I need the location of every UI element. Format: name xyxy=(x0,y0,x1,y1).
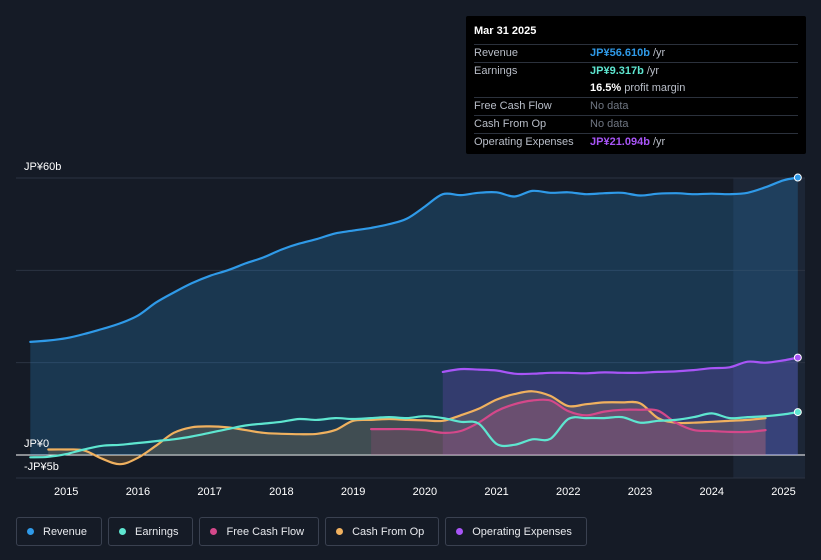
tooltip-value: JP¥9.317b xyxy=(590,65,644,77)
tooltip-label xyxy=(474,80,590,97)
cash-from-op-line xyxy=(47,390,767,466)
legend-item-free-cash-flow[interactable]: Free Cash Flow xyxy=(199,517,320,546)
tooltip-row-operating-expenses: Operating Expenses JP¥21.094b /yr xyxy=(474,134,798,151)
y-axis-zero-label: JP¥0 xyxy=(24,438,49,450)
earnings-end-marker xyxy=(793,408,802,417)
end-markers xyxy=(793,173,802,417)
x-tick-label: 2025 xyxy=(771,486,795,498)
tooltip-value: 16.5% xyxy=(590,82,622,94)
cash-from-op-area xyxy=(48,391,766,465)
legend-dot-icon xyxy=(336,528,344,535)
legend-item-operating-expenses[interactable]: Operating Expenses xyxy=(445,517,587,546)
operating-expenses-end-marker xyxy=(793,353,802,362)
operating-expenses-line xyxy=(441,356,799,376)
series-areas xyxy=(30,177,798,465)
tooltip-row-free-cash-flow: Free Cash Flow No data xyxy=(474,98,798,116)
earnings-line xyxy=(29,411,799,459)
tooltip-label: Free Cash Flow xyxy=(474,100,552,112)
x-axis-ticks: 2015 2016 2017 2018 2019 2020 2021 2022 2023 2024… xyxy=(54,486,796,498)
tooltip-value: JP¥56.610b xyxy=(590,47,650,59)
tooltip-row-revenue: Revenue JP¥56.610b /yr xyxy=(474,45,798,63)
legend-dot-icon xyxy=(210,528,218,535)
tooltip-value: No data xyxy=(590,118,629,130)
x-tick-label: 2023 xyxy=(628,486,652,498)
tooltip-label: Earnings xyxy=(474,65,518,77)
data-tooltip: Mar 31 2025 Revenue JP¥56.610b /yr Earni… xyxy=(466,16,806,154)
tooltip-label: Revenue xyxy=(474,47,519,59)
legend-dot-icon xyxy=(456,528,464,535)
revenue-end-marker xyxy=(793,173,802,182)
legend-dot-icon xyxy=(119,528,127,535)
tooltip-unit: /yr xyxy=(652,47,666,59)
free-cash-flow-line xyxy=(370,398,767,434)
gridlines xyxy=(16,177,805,479)
series-lines xyxy=(29,176,799,466)
x-tick-label: 2022 xyxy=(556,486,580,498)
x-tick-label: 2021 xyxy=(484,486,508,498)
legend-label: Free Cash Flow xyxy=(226,525,305,538)
legend-dot-icon xyxy=(27,528,34,535)
tooltip-label: Cash From Op xyxy=(474,118,547,130)
x-tick-label: 2015 xyxy=(54,486,78,498)
free-cash-flow-area xyxy=(371,399,766,455)
legend-label: Earnings xyxy=(135,525,179,538)
chart-area: 2015 2016 2017 2018 2019 2020 2021 2022 2023 2024… xyxy=(16,161,805,498)
tooltip-value: No data xyxy=(590,100,629,112)
tooltip-unit: profit margin xyxy=(624,82,686,94)
y-axis-bottom-label: -JP¥5b xyxy=(24,461,59,473)
forecast-region xyxy=(733,178,805,478)
x-tick-label: 2019 xyxy=(341,486,365,498)
tooltip-row-profit-margin: 16.5% profit margin xyxy=(474,80,798,98)
revenue-area xyxy=(30,177,798,455)
x-tick-label: 2016 xyxy=(126,486,150,498)
tooltip-value: JP¥21.094b xyxy=(590,136,650,148)
tooltip-unit: /yr xyxy=(652,136,666,148)
x-tick-label: 2017 xyxy=(197,486,221,498)
revenue-line xyxy=(29,176,799,343)
tooltip-row-earnings: Earnings JP¥9.317b /yr xyxy=(474,63,798,80)
legend-label: Operating Expenses xyxy=(472,525,572,538)
tooltip-label: Operating Expenses xyxy=(474,136,574,148)
legend-item-revenue[interactable]: Revenue xyxy=(16,517,103,546)
legend-item-earnings[interactable]: Earnings xyxy=(108,517,194,546)
tooltip-unit: /yr xyxy=(646,65,660,77)
legend-label: Revenue xyxy=(43,525,88,538)
legend-item-cash-from-op[interactable]: Cash From Op xyxy=(325,517,440,546)
tooltip-date: Mar 31 2025 xyxy=(474,23,798,45)
x-tick-label: 2018 xyxy=(269,486,293,498)
x-tick-label: 2020 xyxy=(413,486,437,498)
tooltip-row-cash-from-op: Cash From Op No data xyxy=(474,116,798,134)
y-axis-top-label: JP¥60b xyxy=(24,161,61,173)
x-tick-label: 2024 xyxy=(700,486,724,498)
legend-label: Cash From Op xyxy=(352,525,425,538)
legend: Revenue Earnings Free Cash Flow Cash Fro… xyxy=(16,517,593,546)
